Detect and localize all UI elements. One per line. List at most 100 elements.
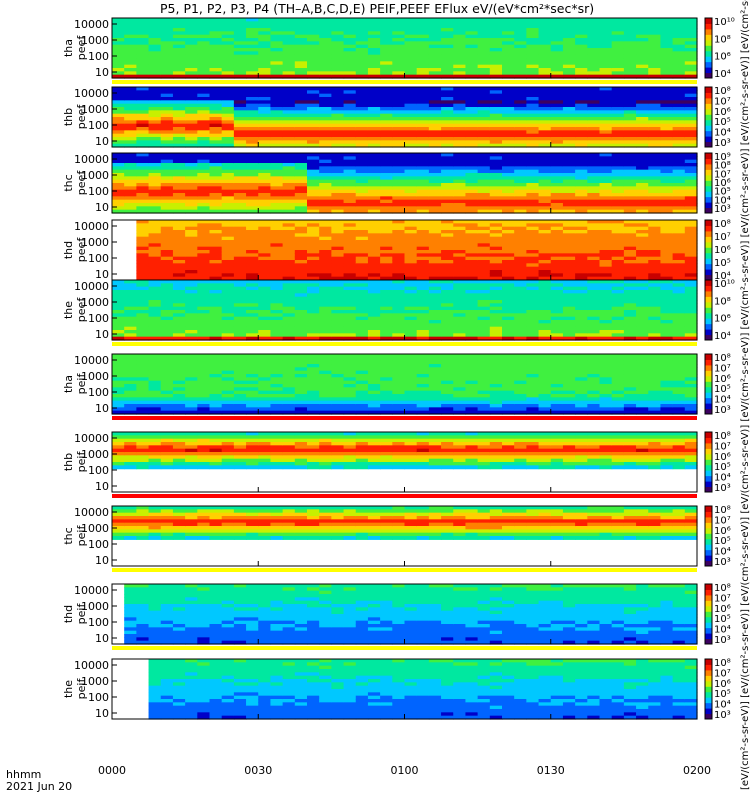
heatmap-cell <box>623 276 637 281</box>
heatmap-cell <box>246 320 259 324</box>
heatmap-cell <box>343 230 357 234</box>
panel-label-product: peef <box>75 35 88 61</box>
heatmap-cell <box>294 293 308 298</box>
heatmap-cell <box>160 300 174 304</box>
heatmap-cell <box>197 300 211 304</box>
colorbar-segment <box>705 153 712 159</box>
heatmap-cell <box>367 186 381 191</box>
heatmap-cell <box>416 100 430 105</box>
heatmap-cell <box>319 103 332 108</box>
heatmap-cell <box>233 354 247 358</box>
heatmap-cell <box>124 390 137 395</box>
heatmap-cell <box>392 176 406 181</box>
heatmap-cell <box>172 48 186 52</box>
heatmap-cell <box>258 303 272 308</box>
heatmap-cell <box>221 233 235 238</box>
heatmap-cell <box>246 407 259 412</box>
heatmap-cell <box>246 246 259 251</box>
heatmap-cell <box>599 313 613 318</box>
heatmap-cell <box>380 120 393 125</box>
heatmap-cell <box>172 397 186 402</box>
heatmap-cell <box>575 189 588 194</box>
heatmap-cell <box>404 316 418 321</box>
heatmap-cell <box>453 276 467 281</box>
heatmap-cell <box>611 313 625 318</box>
heatmap-cell <box>441 97 454 101</box>
heatmap-cell <box>355 179 369 184</box>
heatmap-cell <box>502 260 515 264</box>
heatmap-cell <box>148 186 162 191</box>
heatmap-cell <box>258 193 272 197</box>
y-tick-label: 10000 <box>74 18 109 31</box>
heatmap-cell <box>489 283 503 288</box>
heatmap-cell <box>160 357 174 362</box>
heatmap-cell <box>319 97 332 101</box>
heatmap-cell <box>355 263 369 268</box>
heatmap-cell <box>575 293 588 298</box>
heatmap-cell <box>367 273 381 278</box>
heatmap-cell <box>343 163 357 167</box>
panel-label-product: peef <box>75 104 88 130</box>
heatmap-cell <box>209 117 223 121</box>
heatmap-cell <box>502 18 515 22</box>
heatmap-cell <box>636 220 649 224</box>
heatmap-cell <box>453 300 467 304</box>
heatmap-cell <box>660 250 674 254</box>
heatmap-cell <box>112 87 125 91</box>
heatmap-cell <box>331 280 345 284</box>
heatmap-cell <box>684 156 698 161</box>
heatmap-cell <box>575 273 588 278</box>
heatmap-cell <box>672 330 686 334</box>
heatmap-cell <box>611 310 625 314</box>
heatmap-cell <box>404 100 418 105</box>
heatmap-cell <box>575 169 588 174</box>
heatmap-cell <box>319 28 332 32</box>
heatmap-cell <box>343 300 357 304</box>
heatmap-cell <box>221 243 235 248</box>
heatmap-cell <box>623 31 637 36</box>
heatmap-cell <box>611 130 625 135</box>
heatmap-cell <box>587 320 601 324</box>
heatmap-cell <box>660 61 674 66</box>
heatmap-cell <box>648 133 662 138</box>
heatmap-cell <box>636 196 649 201</box>
heatmap-cell <box>489 64 503 69</box>
heatmap-cell <box>124 377 137 382</box>
heatmap-cell <box>684 186 698 191</box>
heatmap-cell <box>441 377 454 382</box>
heatmap-cell <box>623 169 637 174</box>
heatmap-cell <box>392 394 406 398</box>
heatmap-cell <box>660 153 674 157</box>
heatmap-cell <box>575 130 588 135</box>
heatmap-cell <box>136 290 150 294</box>
heatmap-cell <box>233 410 247 415</box>
heatmap-cell <box>392 133 406 138</box>
heatmap-cell <box>136 273 150 278</box>
heatmap-cell <box>331 256 345 261</box>
heatmap-cell <box>526 21 540 26</box>
heatmap-cell <box>562 243 576 248</box>
heatmap-cell <box>550 58 564 62</box>
heatmap-cell <box>538 336 552 341</box>
heatmap-cell <box>404 360 418 365</box>
heatmap-cell <box>380 380 393 385</box>
colorbar-segment <box>705 34 712 41</box>
heatmap-cell <box>209 410 223 415</box>
heatmap-cell <box>428 296 442 301</box>
heatmap-cell <box>307 367 320 372</box>
heatmap-cell <box>246 333 259 338</box>
heatmap-cell <box>367 87 381 91</box>
heatmap-cell <box>648 110 662 115</box>
heatmap-cell <box>319 316 332 321</box>
heatmap-cell <box>526 137 540 141</box>
heatmap-cell <box>307 103 320 108</box>
heatmap-cell <box>550 159 564 164</box>
heatmap-cell <box>453 280 467 284</box>
colorbar-segment <box>705 258 712 265</box>
heatmap-cell <box>441 226 454 231</box>
heatmap-cell <box>489 306 503 311</box>
heatmap-cell <box>160 127 174 131</box>
heatmap-cell <box>587 173 601 177</box>
heatmap-cell <box>587 326 601 331</box>
colorbar-tick-label: 10⁹ <box>714 152 731 163</box>
